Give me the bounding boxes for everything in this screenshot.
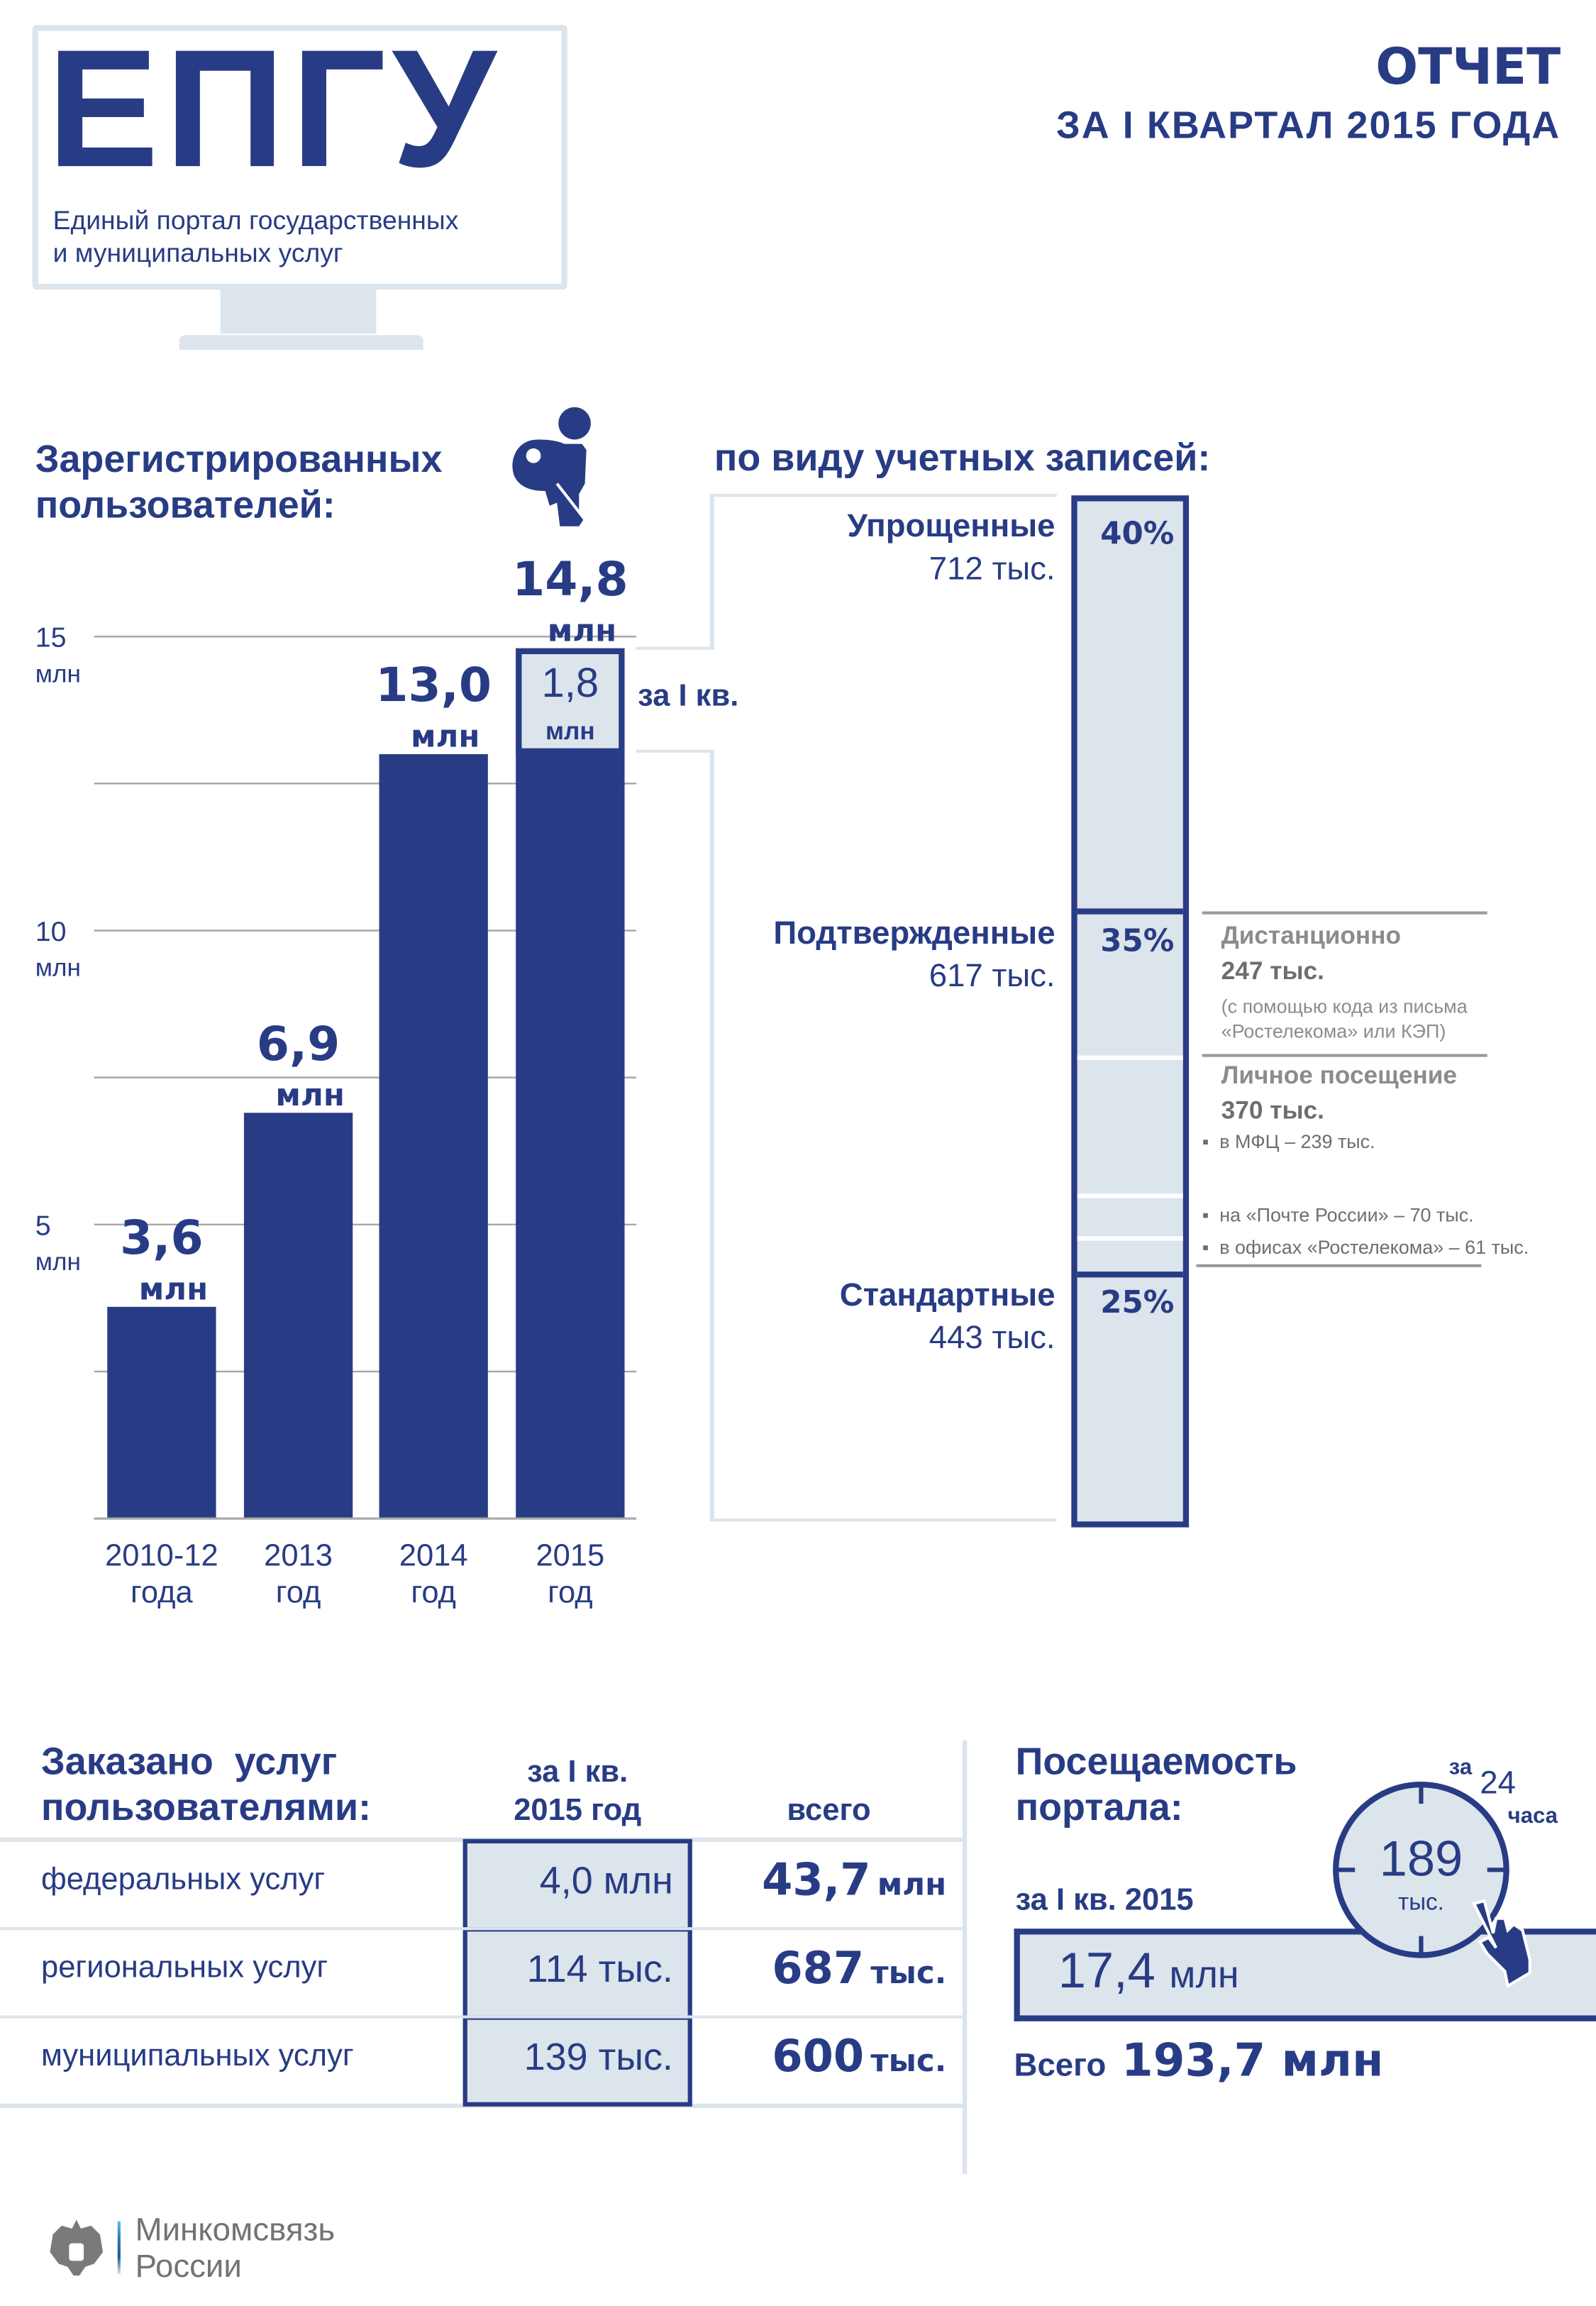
- clock-prefix: за: [1448, 1755, 1473, 1780]
- service-row-q1: 114 тыс.: [526, 1946, 673, 1991]
- personal-value: 370 тыс.: [1221, 1096, 1324, 1125]
- traffic-title-2: портала:: [1015, 1784, 1183, 1829]
- bar-highlight-q1: [516, 648, 625, 754]
- segment-divider: [1077, 1271, 1183, 1278]
- service-row-total: 600 тыс.: [772, 2031, 947, 2083]
- x-category-label: год: [548, 1575, 593, 1609]
- bar-unit-label: млн: [139, 1271, 208, 1307]
- bar-value-label: 3,6: [120, 1210, 203, 1265]
- remote-note-1: (с помощью кода из письма: [1221, 995, 1468, 1017]
- traffic-q1-label: за I кв. 2015: [1015, 1882, 1194, 1917]
- daily-visits-unit: тыс.: [1398, 1890, 1444, 1916]
- percent-simplified: 40%: [1100, 516, 1175, 551]
- percent-standard: 25%: [1100, 1284, 1175, 1320]
- services-title-2: пользователями:: [41, 1784, 372, 1829]
- accounts-stacked-bar: 40% 35% 25%: [1071, 495, 1190, 1528]
- report-title: ОТЧЕТ: [1375, 38, 1561, 97]
- org-name-1: Минкомсвязь: [135, 2210, 336, 2248]
- bullet-rostelecom: ▪ в офисах «Ростелекома» – 61 тыс.: [1202, 1236, 1529, 1259]
- registered-title-1: Зарегистрированных: [35, 436, 443, 481]
- logo-text: ЕПГУ: [47, 16, 502, 203]
- org-name-2: России: [135, 2247, 242, 2285]
- segment-value-standard: 443 тыс.: [929, 1318, 1055, 1356]
- clock-hours: 24: [1480, 1764, 1517, 1801]
- percent-confirmed: 35%: [1100, 923, 1175, 959]
- user-key-icon: [512, 407, 591, 526]
- x-category-label: год: [411, 1575, 456, 1609]
- coat-of-arms-icon: [50, 2219, 104, 2276]
- y-tick-unit: млн: [35, 954, 81, 982]
- monitor-logo: ЕПГУ Единый портал государственных и мун…: [32, 16, 567, 351]
- x-category-label: год: [276, 1575, 321, 1609]
- segment-divider: [1077, 908, 1183, 915]
- segment-name-simplified: Упрощенные: [847, 507, 1055, 544]
- clock-suffix: часа: [1507, 1804, 1558, 1829]
- traffic-title-1: Посещаемость: [1015, 1738, 1297, 1784]
- bullet-post: ▪ на «Почте России» – 70 тыс.: [1202, 1203, 1474, 1226]
- service-row-q1: 139 тыс.: [523, 2034, 673, 2079]
- service-row-total: 687 тыс.: [772, 1943, 947, 1995]
- bar-value-label: 6,9: [257, 1016, 340, 1071]
- bar: [243, 1113, 353, 1519]
- bar: [107, 1306, 216, 1519]
- bullet-mfc: ▪ в МФЦ – 239 тыс.: [1202, 1130, 1375, 1153]
- service-row-total: 43,7 млн: [762, 1855, 947, 1907]
- traffic-q1-value: 17,4 млн: [1058, 1943, 1239, 1999]
- pointer-hand-icon: [1472, 1899, 1531, 1989]
- segment-value-simplified: 712 тыс.: [929, 549, 1055, 587]
- service-row-label: региональных услуг: [41, 1951, 328, 1985]
- bar-value-label: 13,0: [375, 657, 492, 712]
- y-tick-label: 15: [35, 622, 67, 653]
- segment-value-confirmed: 617 тыс.: [929, 956, 1055, 994]
- x-category-label: 2010-12: [105, 1538, 218, 1572]
- accounts-title: по виду учетных записей:: [714, 435, 1211, 480]
- highlight-value: 1,8: [542, 660, 599, 706]
- remote-title: Дистанционно: [1221, 922, 1402, 950]
- bar-value-label: 14,8: [512, 551, 628, 607]
- y-tick-unit: млн: [35, 1248, 81, 1276]
- remote-note-2: «Ростелекома» или КЭП): [1221, 1020, 1446, 1042]
- bar-unit-label: млн: [411, 719, 480, 754]
- x-category-label: года: [131, 1575, 194, 1609]
- service-row-q1: 4,0 млн: [539, 1858, 673, 1902]
- x-category-label: 2014: [399, 1538, 468, 1572]
- col-header-total: всего: [787, 1793, 871, 1828]
- segment-name-standard: Стандартные: [839, 1276, 1055, 1313]
- y-tick-label: 10: [35, 916, 67, 947]
- report-period: ЗА I КВАРТАЛ 2015 ГОДА: [1055, 103, 1561, 148]
- bar: [516, 648, 625, 1519]
- bar-unit-label: млн: [548, 613, 616, 649]
- clock-icon: [1333, 1782, 1531, 1989]
- q1-label: за I кв.: [638, 679, 739, 713]
- q1-column-box: [462, 1838, 692, 2107]
- col-header-q1: за I кв. 2015 год: [514, 1755, 642, 1828]
- highlight-unit: млн: [545, 717, 595, 745]
- row-divider: [0, 1927, 965, 1931]
- logo-subtitle-1: Единый портал государственных: [52, 206, 459, 236]
- x-category-label: 2015: [536, 1538, 604, 1572]
- y-tick-label: 5: [35, 1210, 51, 1241]
- logo-subtitle-2: и муниципальных услуг: [52, 238, 343, 268]
- personal-title: Личное посещение: [1221, 1061, 1457, 1090]
- service-row-label: муниципальных услуг: [41, 2039, 354, 2073]
- remote-value: 247 тыс.: [1221, 956, 1324, 986]
- row-divider: [0, 2015, 965, 2019]
- x-category-label: 2013: [264, 1538, 333, 1572]
- y-tick-unit: млн: [35, 660, 81, 688]
- service-row-label: федеральных услуг: [41, 1862, 326, 1897]
- bar: [379, 754, 488, 1519]
- traffic-total: Всего 193,7 млн: [1014, 2034, 1384, 2087]
- daily-visits-value: 189: [1379, 1831, 1463, 1888]
- bar-unit-label: млн: [275, 1078, 344, 1113]
- registered-title-2: пользователей:: [35, 482, 336, 526]
- services-title-1: Заказано услуг: [41, 1738, 338, 1784]
- segment-name-confirmed: Подтвержденные: [773, 914, 1055, 951]
